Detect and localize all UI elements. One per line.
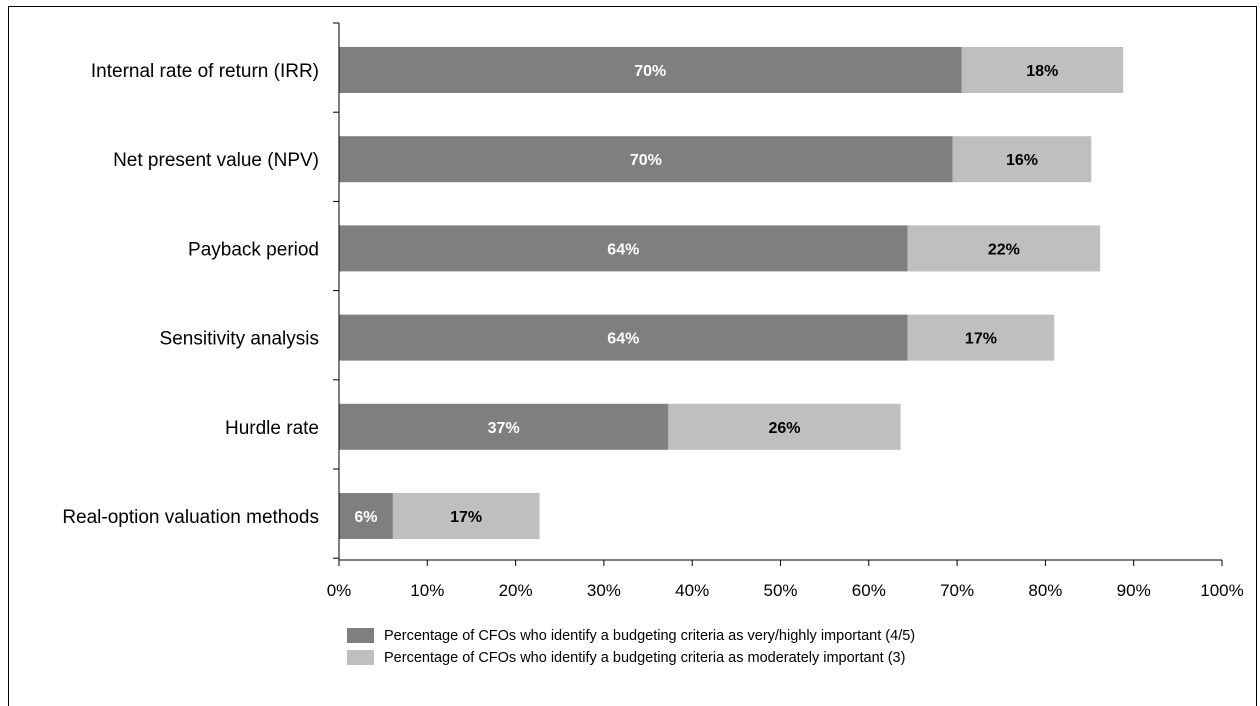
axis-layer: 0% 10% 20% 30% 40% 50% 60% 70% 80% 90% 100% — [327, 22, 1244, 600]
chart-frame — [8, 6, 1257, 706]
bar-value-label: 22% — [988, 241, 1020, 258]
bar-series2-3 — [907, 225, 1101, 272]
bar-series2-5 — [668, 403, 901, 450]
x-tick-label: 30% — [587, 581, 621, 600]
bar-value-label: 17% — [450, 509, 482, 526]
x-tick-label: 80% — [1028, 581, 1062, 600]
bar-value-label: 16% — [1006, 152, 1038, 169]
bar-series1-3 — [339, 225, 908, 272]
bar-value-label: 26% — [768, 420, 800, 437]
bar-series1-1 — [339, 47, 962, 93]
category-label: Real-option valuation methods — [62, 507, 319, 528]
bar-series2-2 — [952, 136, 1092, 183]
x-tick-label: 0% — [327, 581, 352, 600]
x-tick-label: 50% — [763, 581, 797, 600]
bar-series2-6 — [392, 493, 540, 539]
bar-series1-5 — [339, 403, 669, 450]
category-label: Sensitivity analysis — [160, 329, 319, 350]
x-tick-label: 70% — [940, 581, 974, 600]
bar-value-label: 70% — [634, 63, 666, 80]
x-tick-label: 40% — [675, 581, 709, 600]
labels-layer: 70% 18% Internal rate of return (IRR) 70% 16… — [62, 61, 1058, 528]
category-label: Payback period — [188, 239, 319, 260]
bars-layer — [339, 47, 1124, 539]
legend-swatch-series2 — [347, 650, 374, 665]
bar-value-label: 17% — [965, 331, 997, 348]
x-tick-label: 100% — [1200, 581, 1243, 600]
bar-series1-6 — [339, 493, 393, 539]
category-label: Hurdle rate — [225, 418, 319, 439]
bar-series1-2 — [339, 136, 953, 183]
category-label: Net present value (NPV) — [113, 150, 319, 171]
bar-value-label: 18% — [1026, 63, 1058, 80]
bar-value-label: 64% — [607, 331, 639, 348]
bar-value-label: 70% — [630, 152, 662, 169]
x-tick-label: 10% — [410, 581, 444, 600]
legend-label-series1: Percentage of CFOs who identify a budget… — [384, 628, 915, 644]
x-tick-label: 20% — [499, 581, 533, 600]
legend: Percentage of CFOs who identify a budget… — [347, 628, 915, 666]
bar-series1-4 — [339, 314, 908, 361]
x-tick-label: 60% — [852, 581, 886, 600]
bar-value-label: 37% — [488, 420, 520, 437]
bar-value-label: 6% — [354, 509, 377, 526]
category-label: Internal rate of return (IRR) — [91, 61, 319, 82]
legend-label-series2: Percentage of CFOs who identify a budget… — [384, 650, 905, 666]
x-tick-label: 90% — [1117, 581, 1151, 600]
bar-value-label: 64% — [607, 241, 639, 258]
legend-swatch-series1 — [347, 628, 374, 643]
bar-series2-1 — [961, 47, 1124, 93]
bar-series2-4 — [907, 314, 1055, 361]
